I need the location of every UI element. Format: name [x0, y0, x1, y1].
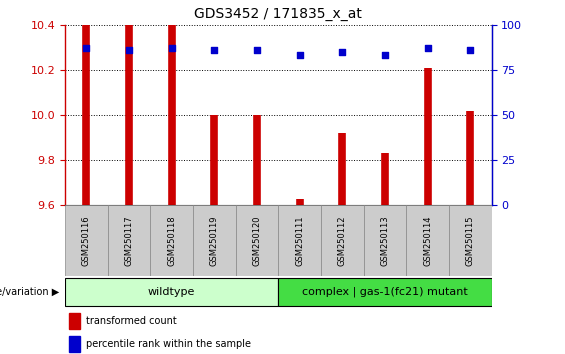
Point: [380, 53, 389, 58]
Title: GDS3452 / 171835_x_at: GDS3452 / 171835_x_at: [194, 7, 362, 21]
Point: [253, 47, 262, 53]
Text: percentile rank within the sample: percentile rank within the sample: [86, 339, 251, 349]
Text: GSM250116: GSM250116: [82, 215, 91, 266]
Bar: [193, 205, 236, 276]
Bar: [279, 205, 321, 276]
Text: GSM250115: GSM250115: [466, 216, 475, 266]
Bar: [279, 278, 492, 306]
Text: GSM250113: GSM250113: [380, 215, 389, 266]
Point: [210, 47, 219, 53]
Point: [466, 47, 475, 53]
Bar: [107, 205, 150, 276]
Text: complex | gas-1(fc21) mutant: complex | gas-1(fc21) mutant: [302, 287, 468, 297]
Bar: [364, 205, 406, 276]
Text: GSM250119: GSM250119: [210, 216, 219, 266]
Bar: [236, 205, 278, 276]
Bar: [406, 205, 449, 276]
Point: [82, 45, 91, 51]
Text: GSM250117: GSM250117: [124, 215, 133, 266]
Bar: [449, 205, 492, 276]
Bar: [321, 205, 364, 276]
Text: GSM250114: GSM250114: [423, 216, 432, 266]
Point: [423, 45, 432, 51]
Point: [124, 47, 133, 53]
Text: GSM250111: GSM250111: [295, 216, 304, 266]
Bar: [65, 278, 278, 306]
Point: [295, 53, 304, 58]
Bar: [65, 205, 107, 276]
Text: wildtype: wildtype: [148, 287, 195, 297]
Point: [167, 45, 176, 51]
Text: GSM250112: GSM250112: [338, 216, 347, 266]
Text: genotype/variation ▶: genotype/variation ▶: [0, 287, 59, 297]
Bar: [69, 313, 80, 329]
Bar: [150, 205, 193, 276]
Text: transformed count: transformed count: [86, 316, 177, 326]
Text: GSM250118: GSM250118: [167, 215, 176, 266]
Bar: [69, 336, 80, 352]
Text: GSM250120: GSM250120: [253, 216, 262, 266]
Point: [338, 49, 347, 55]
